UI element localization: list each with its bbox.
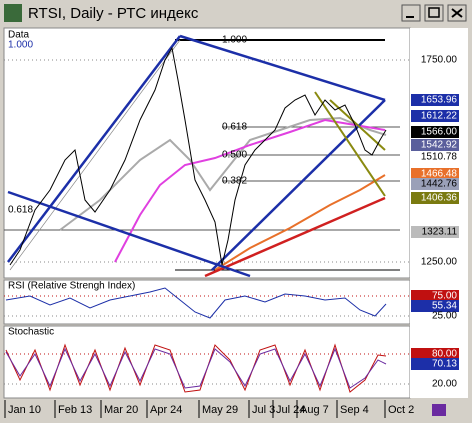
value-box	[411, 348, 459, 360]
axis-label: 1542.92	[421, 140, 458, 151]
x-tick-label: Feb 13	[58, 404, 92, 416]
moving-average	[114, 118, 386, 263]
value-box	[411, 126, 459, 138]
axis-label: 1612.22	[421, 111, 458, 122]
moving-average	[214, 174, 386, 271]
axis-label: 1510.78	[421, 152, 458, 163]
scale-label: 1.000	[8, 40, 33, 51]
fib-label: 0.500	[222, 150, 247, 161]
right-axis	[410, 28, 468, 398]
axis-label: 1750.00	[421, 55, 458, 66]
stochastic-panel	[3, 325, 411, 399]
stochastic-slow	[5, 343, 387, 393]
axis-label: 75.00	[432, 291, 457, 302]
window-title: RTSI, Daily - РТС индекс	[28, 5, 199, 22]
value-box	[411, 290, 459, 302]
x-tick-label: Apr 24	[150, 404, 182, 416]
x-tick-label: Mar 20	[104, 404, 138, 416]
trend-line	[204, 196, 386, 278]
price-panel	[3, 27, 411, 279]
value-box	[411, 226, 459, 238]
x-tick-label: Aug 7	[300, 404, 329, 416]
fib-label: 0.618	[222, 122, 247, 133]
window-buttons[interactable]	[401, 4, 467, 22]
fib-label: 0.382	[222, 176, 247, 187]
value-box	[411, 192, 459, 204]
x-tick-label: Jul 3	[252, 404, 275, 416]
axis-label: 1323.11	[422, 227, 458, 238]
fib-levels	[4, 39, 400, 271]
value-box	[411, 300, 459, 312]
scroll-button[interactable]	[432, 404, 446, 416]
axis-label: 1653.96	[421, 95, 458, 106]
price-line	[9, 46, 387, 266]
axis-label: 1466.48	[421, 169, 458, 180]
axis-label: 25.00	[432, 311, 457, 322]
value-box	[411, 94, 459, 106]
value-box	[411, 168, 459, 180]
app-icon	[4, 4, 22, 22]
axis-label: 70.13	[432, 359, 457, 370]
x-tick-label: Sep 4	[340, 404, 369, 416]
rsi-line	[5, 287, 387, 319]
stochastic-fast	[5, 347, 387, 389]
axis-label: 20.00	[432, 379, 457, 390]
x-tick-label: May 29	[202, 404, 238, 416]
axis-label: 1442.76	[421, 179, 458, 190]
panel-label: RSI (Relative Strengh Index)	[8, 281, 135, 292]
x-tick-label: Jul 24	[276, 404, 305, 416]
value-box	[411, 178, 459, 190]
axis-label: 1406.36	[421, 193, 458, 204]
axis-label: 55.34	[432, 301, 457, 312]
value-box	[411, 139, 459, 151]
value-box	[411, 358, 459, 370]
x-tick-label: Oct 2	[388, 404, 414, 416]
axis-label: 1250.00	[421, 257, 458, 268]
panel-label: Stochastic	[8, 327, 54, 338]
fib-label: 1.000	[222, 35, 247, 46]
fib-label: 0.618	[8, 205, 33, 216]
axis-label: 1566.00	[421, 127, 458, 138]
axis-label: 80.00	[432, 349, 457, 360]
value-box	[411, 110, 459, 122]
moving-average	[59, 116, 387, 231]
minimize-button[interactable]	[401, 4, 421, 22]
x-axis	[4, 400, 468, 420]
panel-label: Data	[8, 30, 30, 41]
x-tick-label: Jan 10	[8, 404, 41, 416]
title-bar	[0, 0, 472, 26]
